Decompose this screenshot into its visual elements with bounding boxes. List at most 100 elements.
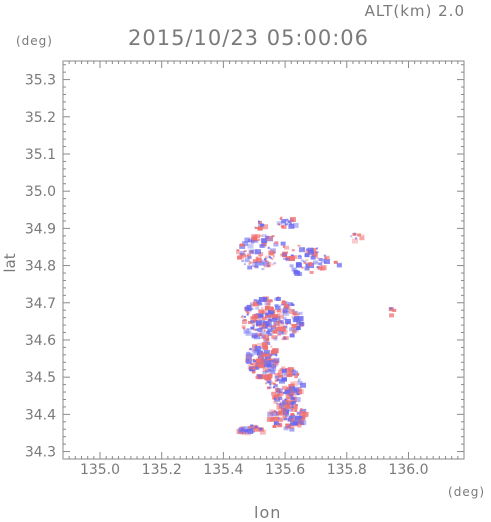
radar-pixel: [292, 222, 299, 228]
radar-pixel: [277, 333, 282, 337]
radar-pixel: [288, 425, 291, 428]
radar-pixel: [292, 391, 296, 394]
radar-pixel: [252, 325, 255, 328]
radar-pixel: [275, 306, 281, 311]
radar-pixel: [248, 262, 251, 265]
radar-pixel: [251, 236, 258, 242]
radar-pixel: [277, 320, 282, 324]
radar-pixel: [257, 327, 263, 332]
radar-pixel: [298, 254, 302, 257]
radar-pixel: [249, 427, 254, 431]
radar-pixel: [285, 415, 289, 418]
radar-pixel: [283, 391, 286, 394]
radar-pixel: [320, 259, 325, 263]
x-tick-label: 135.6: [265, 462, 305, 478]
x-tick-label: 135.0: [80, 462, 120, 478]
radar-pixel: [267, 309, 274, 315]
radar-pixel: [261, 311, 265, 314]
radar-pixel: [268, 360, 275, 366]
radar-pixel: [305, 259, 309, 262]
radar-pixel: [263, 350, 270, 356]
radar-pixel: [279, 368, 284, 372]
radar-pixel: [279, 401, 285, 406]
radar-pixel: [294, 270, 301, 276]
radar-pixel: [237, 255, 243, 260]
radar-pixel: [288, 416, 295, 422]
radar-pixel: [244, 431, 247, 434]
radar-pixel: [283, 336, 286, 339]
y-tick-label: 34.9: [25, 221, 56, 237]
radar-pixel: [261, 259, 264, 262]
radar-pixel: [276, 402, 279, 405]
radar-pixel: [307, 268, 310, 271]
radar-pixel: [252, 259, 258, 264]
radar-pixel: [254, 365, 260, 370]
radar-pixel: [246, 351, 251, 355]
radar-pixel: [284, 391, 288, 394]
radar-pixel: [277, 329, 284, 335]
radar-pixel: [290, 406, 294, 409]
radar-pixel: [259, 331, 266, 337]
radar-pixel: [278, 378, 285, 384]
x-axis-label: lon: [254, 503, 282, 522]
radar-pixel: [275, 297, 281, 302]
radar-pixel: [266, 342, 271, 346]
radar-pixel: [281, 385, 287, 390]
radar-pixel: [253, 302, 258, 306]
radar-pixel: [282, 253, 288, 258]
radar-pixel: [289, 388, 293, 391]
radar-pixel: [290, 420, 296, 425]
radar-pixel: [251, 320, 256, 324]
x-tick-label: 135.8: [327, 462, 367, 478]
radar-pixel: [275, 335, 278, 338]
radar-pixel: [256, 256, 259, 259]
radar-pixel: [324, 255, 330, 260]
radar-pixel: [274, 397, 277, 400]
radar-pixel: [271, 391, 277, 396]
radar-pixel: [274, 321, 281, 327]
radar-pixel: [286, 218, 289, 221]
radar-pixel: [246, 313, 249, 316]
radar-pixel: [301, 417, 305, 420]
radar-pixel: [264, 258, 267, 261]
radar-pixel: [252, 358, 256, 361]
radar-pixel: [292, 318, 298, 323]
radar-pixel: [289, 393, 294, 397]
radar-pixel: [279, 395, 282, 398]
radar-pixel: [290, 384, 294, 387]
radar-pixel: [284, 373, 287, 376]
radar-pixel: [263, 297, 268, 301]
radar-pixel: [269, 413, 273, 416]
radar-pixel: [287, 418, 293, 423]
radar-pixel: [294, 392, 299, 396]
radar-pixel: [270, 257, 273, 260]
radar-pixel: [277, 423, 283, 428]
radar-pixel: [318, 262, 323, 266]
radar-pixel: [253, 426, 260, 432]
radar-pixel: [286, 251, 289, 254]
radar-pixel: [261, 342, 268, 348]
radar-pixel: [323, 258, 330, 264]
radar-pixel: [257, 227, 263, 232]
radar-pixel: [277, 417, 280, 420]
radar-pixel: [252, 359, 257, 363]
radar-pixel: [284, 245, 290, 250]
radar-pixel: [272, 424, 277, 428]
radar-pixel: [251, 323, 255, 326]
radar-pixel: [260, 223, 265, 227]
radar-pixel: [272, 263, 275, 266]
radar-pixel: [255, 332, 261, 337]
radar-pixel: [281, 303, 285, 306]
radar-pixel: [288, 372, 293, 376]
radar-pixel: [282, 309, 288, 314]
radar-pixel: [251, 430, 255, 433]
radar-pixel: [243, 319, 247, 322]
radar-pixel: [283, 416, 287, 419]
radar-pixel: [288, 308, 295, 314]
radar-pixel: [253, 366, 256, 369]
radar-pixel: [257, 302, 260, 305]
radar-pixel: [244, 429, 249, 433]
radar-pixel: [254, 426, 258, 429]
radar-pixel: [252, 362, 259, 368]
